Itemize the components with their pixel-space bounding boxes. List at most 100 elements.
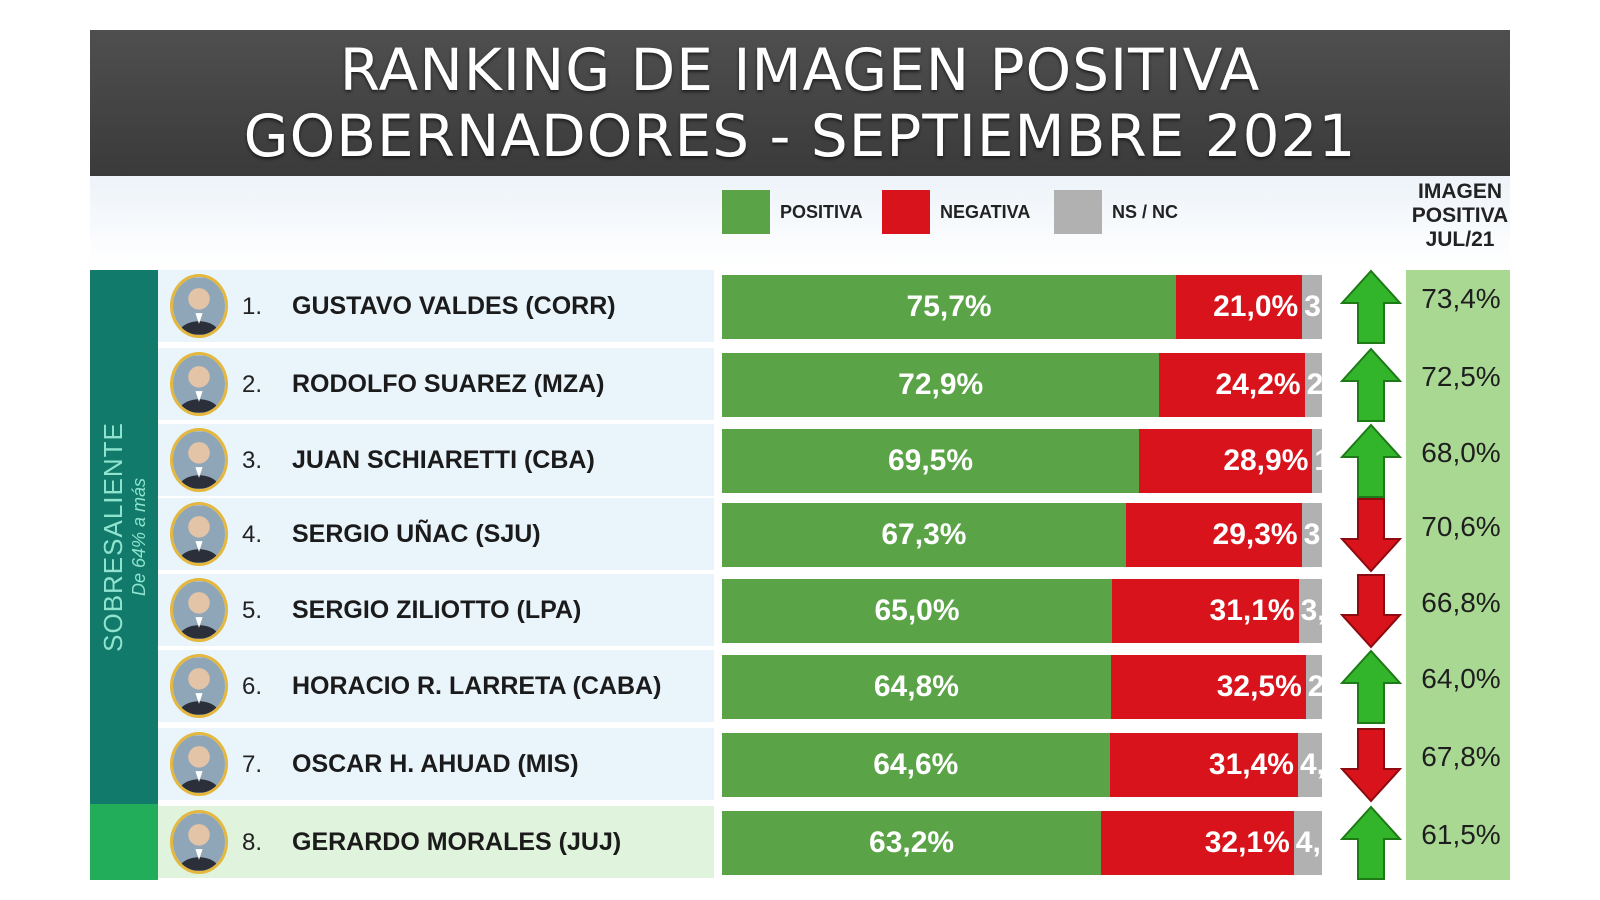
data-label-negative: 31,4% [1208,748,1294,781]
rank-number: 7. [242,751,263,778]
bar-segment-negative: 21,0% [1176,275,1303,339]
bar-segment-negative: 28,9% [1139,429,1313,493]
person-icon [173,657,225,715]
stacked-bar: 64,8% 32,5% 2,7% [722,655,1322,719]
jul-value: 67,8% [1421,741,1501,772]
legend-band [90,176,1510,266]
jul-value: 61,5% [1421,819,1501,850]
stacked-bar: 72,9% 24,2% 2,9% [722,353,1322,417]
bar-segment-nsnc: 3,9% [1298,579,1322,643]
arrow-up-icon [1340,649,1402,725]
jul-header-line-2: POSITIVA [1411,204,1509,227]
data-label-negative: 32,5% [1216,670,1302,703]
bar-segment-negative: 31,4% [1109,733,1298,797]
data-label-nsnc: 3,3% [1304,290,1322,323]
jul-value: 66,8% [1421,587,1501,618]
data-label-negative: 28,9% [1223,444,1309,477]
jul-value: 68,0% [1421,437,1501,468]
bar-segment-positive: 64,6% [722,733,1110,797]
bar-segment-negative: 32,5% [1110,655,1306,719]
group-band-next [90,804,158,880]
avatar [170,810,228,874]
arrow-up-icon [1340,423,1402,499]
data-label-negative: 21,0% [1213,290,1299,323]
bar-segment-positive: 63,2% [722,811,1102,875]
bar-segment-positive: 75,7% [722,275,1177,339]
jul-value: 72,5% [1421,361,1501,392]
arrow-down-icon [1340,727,1402,803]
jul-column [1406,270,1510,880]
bar-segment-nsnc: 2,7% [1305,655,1322,719]
governor-name: GUSTAVO VALDES (CORR) [292,292,616,320]
legend-item-nsnc: NS / NC [1054,190,1178,234]
data-label-positive: 67,3% [881,518,967,551]
arrow-down-icon [1340,573,1402,649]
governor-name: SERGIO UÑAC (SJU) [292,520,541,548]
bar-segment-negative: 29,3% [1125,503,1302,567]
person-icon [173,431,225,489]
bar-segment-nsnc: 1,6% [1312,429,1322,493]
data-label-nsnc: 4,0% [1300,748,1322,781]
bar-segment-positive: 67,3% [722,503,1126,567]
stacked-bar: 64,6% 31,4% 4,0% [722,733,1322,797]
stacked-bar: 69,5% 28,9% 1,6% [722,429,1322,493]
person-icon [173,277,225,335]
legend-item-positive: POSITIVA [722,190,863,234]
rank-number: 5. [242,597,263,624]
avatar [170,274,228,338]
legend-swatch-nsnc [1054,190,1102,234]
data-label-nsnc: 3,4% [1303,518,1322,551]
rank-number: 8. [242,829,263,856]
data-label-nsnc: 1,6% [1314,429,1322,493]
bar-segment-negative: 32,1% [1101,811,1294,875]
rank-number: 3. [242,447,263,474]
rank-number: 4. [242,521,263,548]
legend-label-nsnc: NS / NC [1112,201,1179,222]
legend-swatch-positive [722,190,770,234]
jul-value: 70,6% [1421,511,1501,542]
jul-value: 73,4% [1421,283,1501,314]
rank-number: 6. [242,673,263,700]
stacked-bar: 65,0% 31,1%3,9% [722,579,1322,643]
data-label-nsnc: 2,7% [1307,670,1322,703]
stacked-bar: 75,7% 21,0% 3,3% [722,275,1322,339]
data-label-negative: 29,3% [1212,518,1298,551]
governor-name: OSCAR H. AHUAD (MIS) [292,750,579,778]
bar-segment-nsnc: 4,0% [1298,733,1322,797]
data-label-nsnc: 2,9% [1306,368,1322,401]
bar-segment-nsnc: 3,3% [1302,275,1322,339]
data-label-positive: 69,5% [887,444,974,477]
bar-segment-nsnc: 2,9% [1304,353,1322,417]
group-label-title: SOBRESALIENTE [98,422,128,652]
row-background [158,728,714,800]
bar-segment-nsnc: 4,7% [1293,811,1322,875]
bar-segment-positive: 64,8% [722,655,1111,719]
data-label-negative: 31,1% [1209,594,1295,627]
jul-column-header: IMAGEN POSITIVA JUL/21 [1398,180,1522,252]
chart-title: RANKING DE IMAGEN POSITIVA GOBERNADORES … [90,30,1510,176]
data-label-positive: 64,8% [873,670,959,703]
avatar [170,502,228,566]
governor-name: SERGIO ZILIOTTO (LPA) [292,596,582,624]
governor-name: RODOLFO SUAREZ (MZA) [292,370,605,398]
group-label: SOBRESALIENTE De 64% a más [90,267,158,807]
arrow-down-icon [1340,497,1402,573]
data-label-negative: 32,1% [1204,826,1290,859]
title-line-2: GOBERNADORES - SEPTIEMBRE 2021 [243,102,1357,170]
bar-segment-negative: 31,1% [1112,579,1299,643]
legend-label-negative: NEGATIVA [940,201,1031,222]
person-icon [173,581,225,639]
data-label-nsnc: 3,9% [1300,594,1322,627]
avatar [170,428,228,492]
governor-name: JUAN SCHIARETTI (CBA) [292,446,595,474]
data-label-positive: 64,6% [873,748,959,781]
data-label-positive: 75,7% [906,290,992,323]
data-label-positive: 63,2% [869,826,955,859]
governor-name: HORACIO R. LARRETA (CABA) [292,672,662,700]
bar-segment-positive: 69,5% [722,429,1139,493]
person-icon [173,735,225,793]
bar-segment-positive: 72,9% [722,353,1160,417]
person-icon [173,355,225,413]
legend-item-negative: NEGATIVA [882,190,1030,234]
rank-number: 1. [242,293,263,320]
